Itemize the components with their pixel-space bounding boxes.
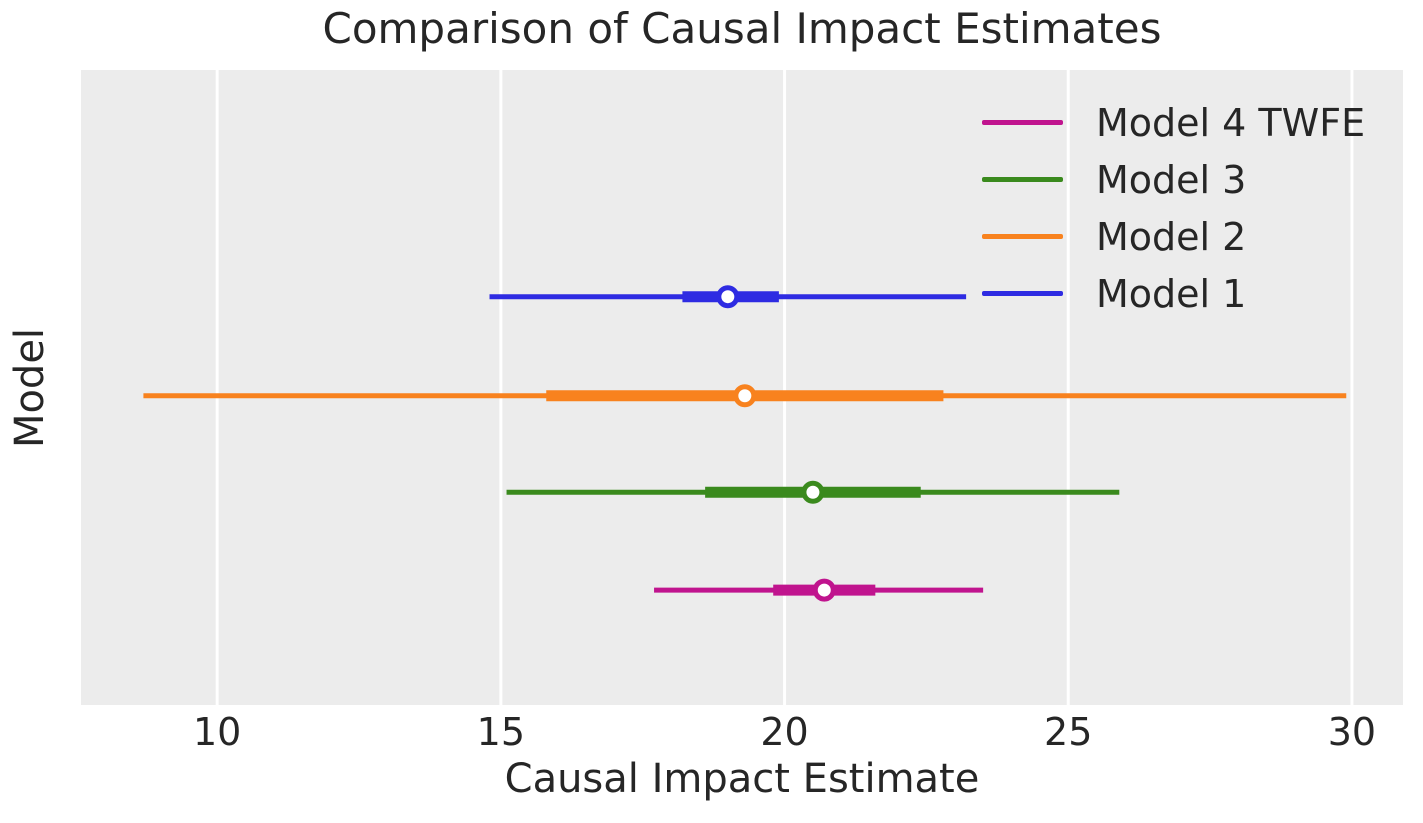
legend: Model 4 TWFE Model 3 Model 2 Model 1 (982, 94, 1365, 322)
legend-line-model-1 (982, 291, 1063, 296)
model-3-point-estimate-marker (801, 480, 825, 504)
legend-label-model-1: Model 1 (1096, 271, 1247, 316)
x-tick-label-15: 15 (476, 710, 526, 754)
legend-entry-model-1: Model 1 (982, 265, 1365, 322)
legend-label-model-4-twfe: Model 4 TWFE (1096, 100, 1366, 145)
x-axis-label: Causal Impact Estimate (504, 756, 980, 802)
model-1-point-estimate-marker (716, 285, 740, 309)
legend-line-model-3 (982, 177, 1063, 182)
x-tick-label-25: 25 (1044, 710, 1093, 754)
legend-line-model-4-twfe (982, 120, 1063, 125)
legend-label-model-3: Model 3 (1096, 157, 1247, 202)
x-tick-label-10: 10 (192, 710, 242, 754)
legend-line-model-2 (982, 234, 1063, 239)
plot-svg (143, 70, 1354, 705)
x-tick-label-30: 30 (1327, 710, 1377, 754)
y-axis-label: Model (7, 327, 53, 449)
legend-entry-model-3: Model 3 (982, 151, 1365, 208)
x-tick-label-20: 20 (760, 710, 809, 754)
model-2-point-estimate-marker (733, 384, 757, 408)
chart-title: Comparison of Causal Impact Estimates (322, 4, 1162, 53)
legend-label-model-2: Model 2 (1096, 214, 1247, 259)
legend-entry-model-2: Model 2 (982, 208, 1365, 265)
legend-entry-model-4-twfe: Model 4 TWFE (982, 94, 1365, 151)
model-4-twfe-point-estimate-marker (812, 578, 836, 602)
